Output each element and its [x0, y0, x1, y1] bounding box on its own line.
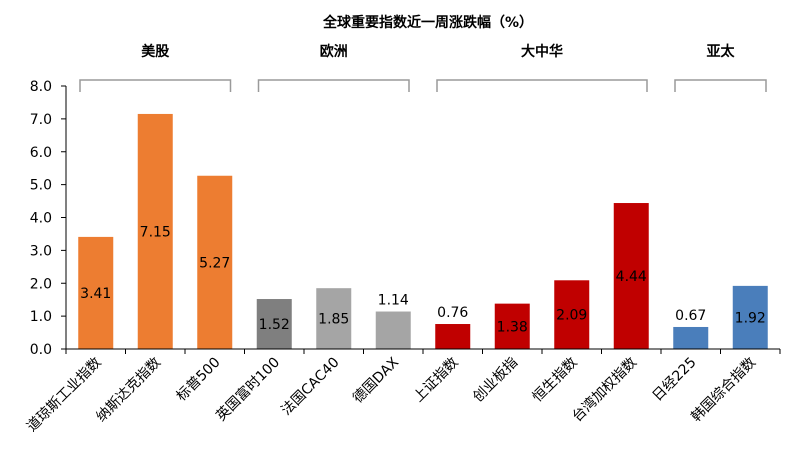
x-category-label: 标普500	[174, 355, 224, 405]
bar	[316, 288, 352, 349]
group-label: 欧洲	[320, 43, 348, 60]
data-label: 3.41	[80, 286, 111, 302]
x-category-label: 道琼斯工业指数	[24, 355, 105, 436]
data-label: 5.27	[199, 255, 230, 271]
data-label: 1.14	[378, 293, 409, 309]
y-tick-label: 4.0	[30, 211, 52, 227]
data-label: 4.44	[616, 269, 647, 285]
group-label: 大中华	[521, 43, 563, 60]
bar	[494, 303, 530, 349]
bar	[137, 113, 173, 349]
bar	[613, 203, 649, 349]
group-bracket	[436, 79, 648, 92]
data-label: 1.85	[318, 312, 349, 328]
y-tick-label: 6.0	[30, 145, 52, 161]
data-label: 7.15	[140, 224, 171, 240]
data-label: 0.67	[675, 308, 706, 324]
y-tick-label: 2.0	[30, 276, 52, 292]
data-labels: 3.41 7.15 5.27 1.52 1.85 1.14 0.76 1.38 2.09 4.44…	[80, 224, 766, 335]
y-tick-label: 1.0	[30, 309, 52, 325]
bars	[78, 113, 768, 349]
bar	[375, 311, 411, 349]
bar	[554, 280, 590, 349]
bar	[197, 175, 233, 349]
group-label: 美股	[141, 43, 170, 60]
group-bracket	[674, 79, 767, 92]
x-category-label: 创业板指	[470, 355, 521, 406]
x-category-label: 日经225	[650, 355, 700, 405]
group-brackets: 美股 欧洲 大中华 亚太	[79, 43, 767, 92]
chart-title: 全球重要指数近一周涨跌幅（%）	[322, 14, 533, 31]
data-label: 2.09	[556, 308, 587, 324]
x-category-label: 纳斯达克指数	[93, 355, 164, 426]
y-tick-label: 3.0	[30, 243, 52, 259]
x-category-label: 英国富时100	[213, 354, 284, 425]
x-category-label: 上证指数	[411, 355, 462, 406]
group-label: 亚太	[707, 43, 736, 60]
bar	[673, 326, 709, 349]
y-axis: 8.0 7.0 6.0 5.0 4.0 3.0 2.0 1.0 0.0	[30, 79, 67, 358]
data-label: 1.52	[259, 317, 290, 333]
group-bracket	[257, 79, 410, 92]
data-label: 0.76	[437, 305, 468, 321]
bar	[256, 299, 292, 349]
x-category-label: 恒生指数	[530, 355, 581, 406]
bar	[78, 236, 114, 349]
y-tick-label: 7.0	[30, 112, 52, 128]
bar	[435, 324, 471, 349]
y-tick-label: 8.0	[30, 79, 52, 95]
group-bracket	[79, 79, 232, 92]
x-category-label: 韩国综合指数	[688, 355, 759, 426]
data-label: 1.92	[735, 310, 766, 326]
y-tick-label: 0.0	[30, 342, 52, 358]
x-category-label: 德国DAX	[350, 354, 402, 406]
bar	[732, 285, 768, 349]
x-category-label: 台湾加权指数	[569, 354, 640, 425]
x-category-label: 法国CAC40	[278, 355, 342, 419]
data-label: 1.38	[497, 319, 528, 335]
y-tick-label: 5.0	[30, 178, 52, 194]
